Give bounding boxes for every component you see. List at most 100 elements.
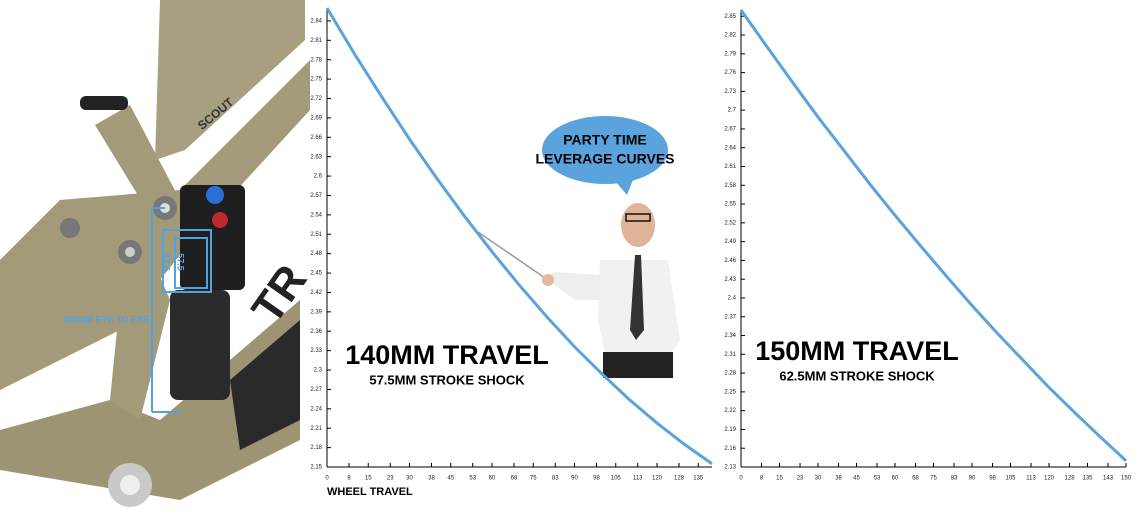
x-tick-label: 105 [1005,476,1016,482]
y-tick-label: 2.24 [310,406,322,412]
x-tick-label: 75 [930,476,937,482]
y-tick-label: 2.19 [724,427,736,433]
y-tick-label: 2.28 [724,371,736,377]
y-tick-label: 2.13 [724,465,736,471]
x-tick-label: 23 [387,476,394,482]
x-tick-label: 90 [571,476,578,482]
y-tick-label: 2.79 [724,51,736,57]
y-tick-label: 2.69 [310,115,322,121]
chart-title: 150MM TRAVEL [755,336,959,366]
y-tick-label: 2.37 [724,314,736,320]
x-tick-label: 128 [1065,476,1076,482]
y-tick-label: 2.3 [314,368,323,374]
y-tick-label: 2.39 [310,309,322,315]
leverage-curve [739,9,1128,462]
y-tick-label: 2.76 [724,70,736,76]
y-tick-label: 2.61 [724,164,736,170]
frame-brand: TR [243,256,317,332]
y-tick-label: 2.66 [310,135,322,141]
presenter [477,203,680,378]
x-tick-label: 23 [797,476,804,482]
x-tick-label: 15 [365,476,372,482]
x-tick-label: 53 [469,476,476,482]
y-tick-label: 2.21 [310,426,322,432]
x-tick-label: 83 [951,476,958,482]
chart-subtitle: 62.5MM STROKE SHOCK [779,368,935,383]
y-tick-label: 2.54 [310,212,322,218]
y-tick-label: 2.82 [724,33,736,39]
x-tick-label: 135 [1082,476,1093,482]
y-tick-label: 2.6 [314,174,323,180]
x-tick-label: 135 [693,476,704,482]
label-bg [62,313,150,326]
y-tick-label: 2.46 [724,258,736,264]
y-tick-label: 2.52 [724,220,736,226]
y-tick-label: 2.7 [728,108,737,114]
y-tick-label: 2.31 [724,352,736,358]
y-tick-label: 2.33 [310,348,322,354]
x-tick-label: 8 [347,476,351,482]
bubble-text: PARTY TIME [563,132,647,148]
eye-to-eye-label: 205MM EYE TO EYE [63,314,149,324]
stroke-label: 62.5 [162,253,172,271]
x-tick-label: 8 [760,476,764,482]
y-tick-label: 2.48 [310,251,322,257]
y-tick-label: 2.49 [724,239,736,245]
y-tick-label: 2.85 [724,14,736,20]
chart-subtitle: 57.5MM STROKE SHOCK [369,372,525,387]
y-tick-label: 2.67 [724,127,736,133]
x-tick-label: 60 [489,476,496,482]
x-tick-label: 113 [1026,476,1036,482]
y-tick-label: 2.25 [724,389,736,395]
y-tick-label: 2.84 [310,19,322,25]
y-tick-label: 2.63 [310,154,322,160]
y-tick-label: 2.27 [310,387,322,393]
y-tick-label: 2.22 [724,408,736,414]
x-tick-label: 0 [739,476,743,482]
y-tick-label: 2.73 [724,89,736,95]
x-tick-label: 75 [530,476,537,482]
x-tick-label: 45 [853,476,860,482]
x-tick-label: 98 [989,476,996,482]
x-tick-label: 83 [552,476,559,482]
y-tick-label: 2.16 [724,446,736,452]
y-tick-label: 2.81 [310,38,322,44]
y-tick-label: 2.64 [724,145,736,151]
y-tick-label: 2.18 [310,445,322,451]
x-tick-label: 0 [325,476,329,482]
y-tick-label: 2.55 [724,202,736,208]
x-tick-label: 90 [969,476,976,482]
x-tick-label: 68 [912,476,919,482]
y-tick-label: 2.43 [724,277,736,283]
leverage-curve [325,7,713,465]
chart-title: 140MM TRAVEL [345,340,549,370]
x-tick-label: 105 [611,476,622,482]
x-tick-label: 150 [1121,476,1132,482]
y-tick-label: 2.34 [724,333,736,339]
x-tick-label: 30 [406,476,413,482]
y-tick-label: 2.4 [728,296,737,302]
y-tick-label: 2.51 [310,232,322,238]
y-tick-label: 2.58 [724,183,736,189]
x-tick-label: 45 [447,476,454,482]
x-tick-label: 143 [1103,476,1114,482]
x-tick-label: 120 [1044,476,1055,482]
y-tick-label: 2.15 [310,465,322,471]
speech-bubble [542,116,668,184]
x-axis-label: WHEEL TRAVEL [327,486,413,498]
x-tick-label: 15 [776,476,783,482]
x-tick-label: 68 [511,476,518,482]
x-tick-label: 53 [874,476,881,482]
stroke-label: 57.5 [176,253,186,271]
x-tick-label: 128 [674,476,685,482]
x-tick-label: 98 [593,476,600,482]
bubble-text: LEVERAGE CURVES [536,151,675,167]
x-tick-label: 60 [892,476,899,482]
y-tick-label: 2.57 [310,193,322,199]
y-tick-label: 2.36 [310,329,322,335]
x-tick-label: 113 [633,476,643,482]
x-tick-label: 30 [815,476,822,482]
x-tick-label: 120 [652,476,663,482]
y-tick-label: 2.45 [310,271,322,277]
